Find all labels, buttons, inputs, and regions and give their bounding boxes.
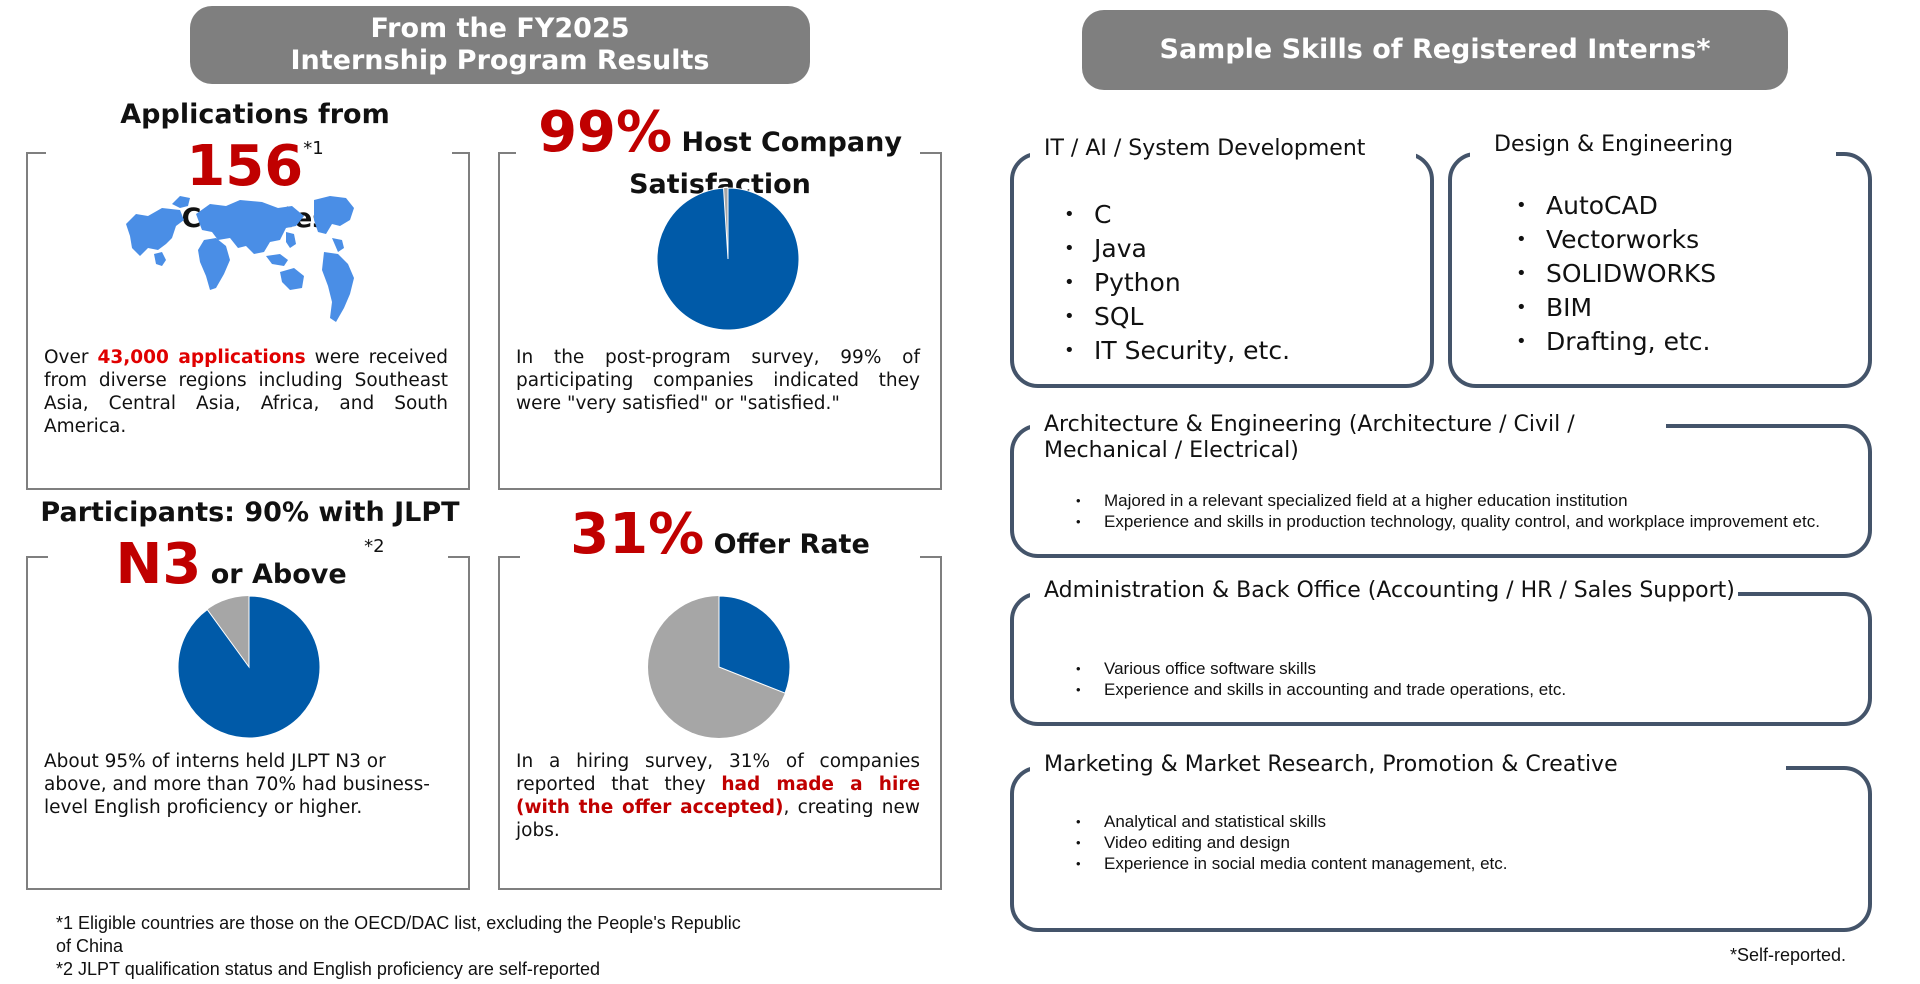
applications-count: 43,000 applications (97, 347, 306, 368)
results-banner: From the FY2025 Internship Program Resul… (190, 6, 810, 84)
jlpt-headline: Participants: 90% with JLPT N3 or Above … (40, 496, 460, 600)
countries-description: Over 43,000 applications were received f… (44, 346, 448, 438)
skills-banner-text: Sample Skills of Registered Interns* (1159, 33, 1711, 65)
self-reported-note: *Self-reported. (1730, 945, 1847, 965)
list-item: Java (1064, 233, 1290, 267)
list-item: Video editing and design (1074, 832, 1870, 853)
list-item: Analytical and statistical skills (1074, 811, 1870, 832)
marketing-title-gap (1030, 762, 1786, 774)
skills-banner: Sample Skills of Registered Interns* (1082, 10, 1788, 90)
footnote-2: *2 JLPT qualification status and English… (56, 959, 600, 979)
pie-slice-value (656, 187, 800, 331)
card-top-edge (26, 152, 46, 154)
jlpt-description: About 95% of interns held JLPT N3 or abo… (44, 751, 430, 818)
list-item: Vectorworks (1516, 224, 1716, 258)
footnote-1: *1 Eligible countries are those on the O… (56, 913, 741, 956)
admin-skill-list: Various office software skills Experienc… (1074, 658, 1870, 700)
card-top-edge (498, 556, 520, 558)
it-skill-list: C Java Python SQL IT Security, etc. (1064, 199, 1290, 369)
jlpt-post: or Above (210, 558, 347, 590)
satisfaction-post: Host Company Satisfaction (629, 127, 902, 200)
arch-title-gap (1030, 420, 1666, 432)
jlpt-pie (177, 595, 321, 739)
offer-desc-pre: In a hiring survey, 31% of companies rep… (516, 751, 920, 795)
card-top-edge (920, 556, 942, 558)
admin-title: Administration & Back Office (Accounting… (1044, 578, 1735, 603)
card-top-edge (920, 152, 942, 154)
countries-pre: Applications from (120, 99, 390, 130)
offer-pie (648, 595, 791, 738)
list-item: Majored in a relevant specialized field … (1074, 490, 1870, 511)
countries-card (26, 152, 470, 490)
offer-headline: 31% Offer Rate (520, 500, 920, 570)
offer-post: Offer Rate (713, 529, 870, 560)
it-title-gap (1030, 148, 1416, 160)
pie-slice-value (718, 595, 791, 694)
list-item: Experience and skills in accounting and … (1074, 679, 1870, 700)
jlpt-card (26, 556, 470, 890)
list-item: BIM (1516, 292, 1716, 326)
offer-desc-post: , creating new jobs. (516, 797, 920, 841)
offer-highlight: had made a hire (with the offer accepted… (516, 774, 920, 818)
marketing-title: Marketing & Market Research, Promotion &… (1044, 752, 1618, 777)
list-item: IT Security, etc. (1064, 335, 1290, 369)
pie-slice-value (177, 595, 321, 739)
jlpt-pre: Participants: 90% with JLPT (40, 497, 460, 528)
card-top-edge (26, 556, 48, 558)
satisfaction-card (498, 152, 942, 490)
list-item: SQL (1064, 301, 1290, 335)
architecture-title-line1: Architecture & Engineering (Architecture… (1044, 412, 1575, 437)
world-map-icon (126, 196, 354, 322)
list-item: Various office software skills (1074, 658, 1870, 679)
jlpt-level: N3 (115, 531, 202, 597)
offer-card (498, 556, 942, 890)
list-item: Python (1064, 267, 1290, 301)
offer-description: In a hiring survey, 31% of companies rep… (516, 750, 920, 842)
architecture-title-line2: Mechanical / Electrical) (1044, 438, 1299, 463)
satisfaction-pie (656, 187, 800, 331)
offer-number: 31% (570, 502, 705, 567)
list-item: Drafting, etc. (1516, 326, 1716, 360)
footnote-ref-2: *2 (364, 535, 385, 557)
admin-title-gap (1030, 588, 1738, 600)
satisfaction-headline: 99% Host Company Satisfaction (520, 98, 920, 202)
footnote-ref-1: *1 (303, 137, 324, 159)
countries-desc-pre: Over (44, 347, 89, 368)
list-item: AutoCAD (1516, 190, 1716, 224)
architecture-skill-list: Majored in a relevant specialized field … (1074, 490, 1870, 532)
design-title: Design & Engineering (1494, 132, 1734, 157)
list-item: C (1064, 199, 1290, 233)
design-skill-list: AutoCAD Vectorworks SOLIDWORKS BIM Draft… (1516, 190, 1716, 360)
results-banner-text: From the FY2025 Internship Program Resul… (290, 12, 710, 76)
countries-number: 156 (186, 133, 304, 199)
design-title-gap (1470, 148, 1836, 160)
card-top-edge (452, 152, 470, 154)
satisfaction-description: In the post-program survey, 99% of parti… (516, 347, 920, 414)
architecture-title: Architecture & Engineering (Architecture… (1044, 412, 1575, 464)
list-item: SOLIDWORKS (1516, 258, 1716, 292)
marketing-skill-list: Analytical and statistical skills Video … (1074, 811, 1870, 874)
list-item: Experience and skills in production tech… (1074, 511, 1870, 532)
card-top-edge (448, 556, 470, 558)
list-item: Experience in social media content manag… (1074, 853, 1870, 874)
it-title: IT / AI / System Development (1044, 136, 1366, 161)
countries-desc-post: were received from diverse regions inclu… (44, 347, 448, 437)
satisfaction-number: 99% (538, 100, 673, 165)
card-top-edge (498, 152, 516, 154)
